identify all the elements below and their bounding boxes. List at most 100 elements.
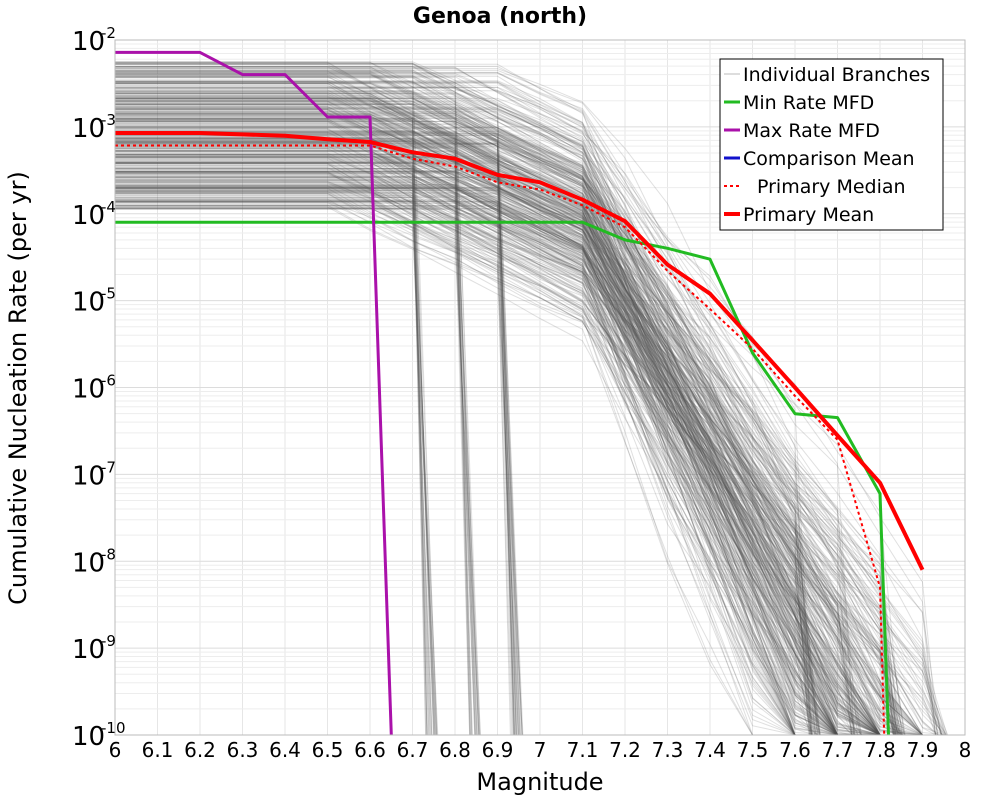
- branch-curve: [115, 146, 861, 736]
- branch-curve: [115, 165, 904, 736]
- branch-curve: [115, 93, 517, 736]
- branch-curve: [115, 156, 937, 736]
- branch-curve: [115, 146, 520, 736]
- branch-curve: [115, 111, 941, 736]
- branch-curve: [115, 95, 943, 736]
- branch-curve: [115, 111, 948, 736]
- branch-curve: [115, 62, 895, 736]
- branch-curve: [115, 187, 938, 736]
- y-tick-label: 10: [72, 722, 105, 752]
- branch-curve: [115, 154, 812, 736]
- branch-curve: [115, 96, 898, 736]
- branch-curve: [115, 179, 945, 736]
- y-axis-label: Cumulative Nucleation Rate (per yr): [4, 171, 32, 605]
- branch-curve: [115, 173, 943, 736]
- branch-curve: [115, 151, 897, 736]
- branch-curve: [115, 125, 939, 736]
- branch-curve: [115, 99, 435, 736]
- branch-curve: [115, 63, 897, 736]
- branch-curve: [115, 117, 853, 736]
- branch-curve: [115, 108, 906, 736]
- branch-curve: [115, 185, 893, 736]
- branch-curve: [115, 125, 946, 736]
- branch-curve: [115, 168, 897, 736]
- branch-curve: [115, 205, 939, 736]
- branch-curve: [115, 188, 439, 736]
- branch-curve: [115, 117, 476, 736]
- branch-curve: [115, 118, 472, 736]
- branch-curve: [115, 175, 897, 736]
- branch-curve: [115, 111, 855, 736]
- branch-curve: [115, 113, 897, 736]
- branch-curve: [115, 184, 945, 736]
- branch-curve: [115, 90, 905, 736]
- branch-curve: [115, 140, 903, 736]
- branch-curve: [115, 98, 858, 736]
- min-rate-mfd-line: [115, 220, 890, 736]
- branch-curve: [115, 97, 814, 736]
- branch-curve: [115, 199, 946, 736]
- x-tick-label: 7: [534, 738, 547, 762]
- branch-curve: [115, 192, 855, 736]
- branch-curve: [115, 158, 939, 736]
- branch-curve: [115, 103, 948, 736]
- branch-curve: [115, 102, 518, 736]
- branch-curve: [115, 187, 896, 736]
- branch-curve: [115, 178, 904, 736]
- branch-curve: [115, 190, 433, 736]
- y-tick-exponent: -10: [101, 719, 126, 737]
- branch-curve: [115, 150, 478, 736]
- branch-curve: [115, 162, 516, 736]
- branch-curve: [115, 184, 863, 736]
- branch-curve: [115, 188, 940, 736]
- branch-curve: [115, 208, 813, 736]
- branch-curve: [115, 119, 857, 736]
- branch-curve: [115, 141, 947, 736]
- branch-curve: [115, 173, 428, 736]
- branch-curve: [115, 182, 905, 736]
- branch-curve: [115, 100, 852, 736]
- legend-box: [719, 58, 944, 231]
- branch-curve: [115, 66, 821, 736]
- y-tick-exponent: -9: [101, 632, 116, 650]
- branch-curve: [115, 173, 938, 736]
- branch-curve: [115, 149, 516, 736]
- branch-curve: [115, 153, 898, 736]
- branch-curve: [115, 156, 903, 736]
- branch-curve: [115, 120, 812, 736]
- branch-curve: [115, 186, 899, 736]
- branch-curve: [115, 119, 438, 736]
- branch-curve: [115, 202, 904, 736]
- y-tick-exponent: -8: [101, 545, 116, 563]
- branch-curve: [115, 123, 942, 736]
- branch-curve: [115, 66, 820, 736]
- branch-curve: [115, 127, 896, 736]
- branch-curve: [115, 151, 523, 736]
- branch-curve: [115, 171, 905, 736]
- branch-curve: [115, 80, 938, 736]
- branch-curve: [115, 181, 905, 736]
- x-tick-label: 7.5: [737, 738, 769, 762]
- branch-curve: [115, 142, 856, 736]
- branch-curve: [115, 123, 517, 736]
- branch-curve: [115, 128, 944, 736]
- x-tick-label: 6: [109, 738, 122, 762]
- branch-curve: [115, 90, 937, 736]
- branch-curve: [115, 109, 936, 736]
- branch-curve: [115, 150, 813, 736]
- branch-curve: [115, 104, 811, 736]
- branch-curve: [115, 82, 936, 736]
- branch-curve: [115, 63, 521, 736]
- branch-curve: [115, 161, 903, 736]
- branch-curve: [115, 160, 937, 736]
- branch-curve: [115, 151, 896, 736]
- branch-curve: [115, 186, 942, 736]
- branch-curve: [115, 69, 902, 736]
- branch-curve: [115, 100, 904, 736]
- branch-curve: [115, 130, 480, 736]
- branch-curve: [115, 115, 900, 736]
- branch-curve: [115, 190, 896, 736]
- y-tick-label: 10: [72, 548, 105, 578]
- branch-curve: [115, 170, 894, 736]
- branch-curve: [115, 154, 513, 736]
